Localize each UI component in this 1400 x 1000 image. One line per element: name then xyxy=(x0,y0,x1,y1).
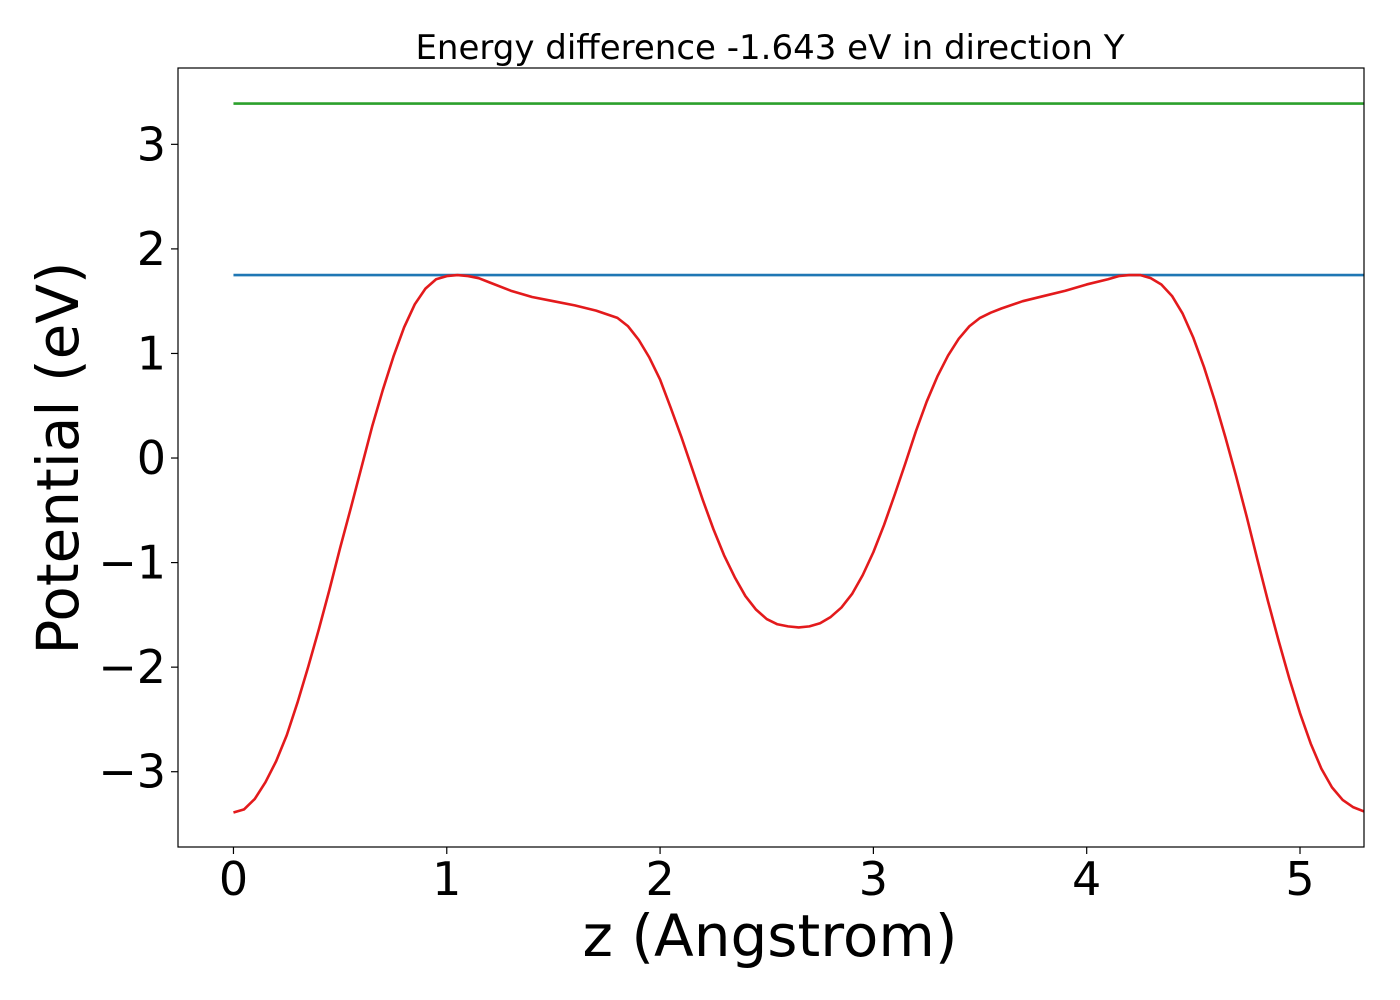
y-axis-label: Potential (eV) xyxy=(24,261,92,654)
y-tick-label: −1 xyxy=(98,536,166,590)
x-tick-label: 0 xyxy=(219,852,248,906)
y-tick-label: 0 xyxy=(137,431,166,485)
y-tick-label: 3 xyxy=(137,117,166,171)
series-line-2 xyxy=(233,273,1365,814)
x-tick-label: 5 xyxy=(1285,852,1314,906)
y-tick-label: −3 xyxy=(98,745,166,799)
x-tick-label: 1 xyxy=(432,852,461,906)
x-tick-label: 2 xyxy=(645,852,674,906)
y-tick-label: 2 xyxy=(137,222,166,276)
x-axis-label: z (Angstrom) xyxy=(583,902,958,970)
x-tick-label: 4 xyxy=(1072,852,1101,906)
y-tick-label: −2 xyxy=(98,640,166,694)
series-layer xyxy=(233,102,1365,814)
x-axis: 0 1 2 3 4 5 xyxy=(219,847,1315,906)
y-axis: −3 −2 −1 0 1 2 3 xyxy=(98,117,178,799)
y-tick-label: 1 xyxy=(137,326,166,380)
x-tick-label: 3 xyxy=(859,852,888,906)
chart-title: Energy difference -1.643 eV in direction… xyxy=(415,28,1124,68)
